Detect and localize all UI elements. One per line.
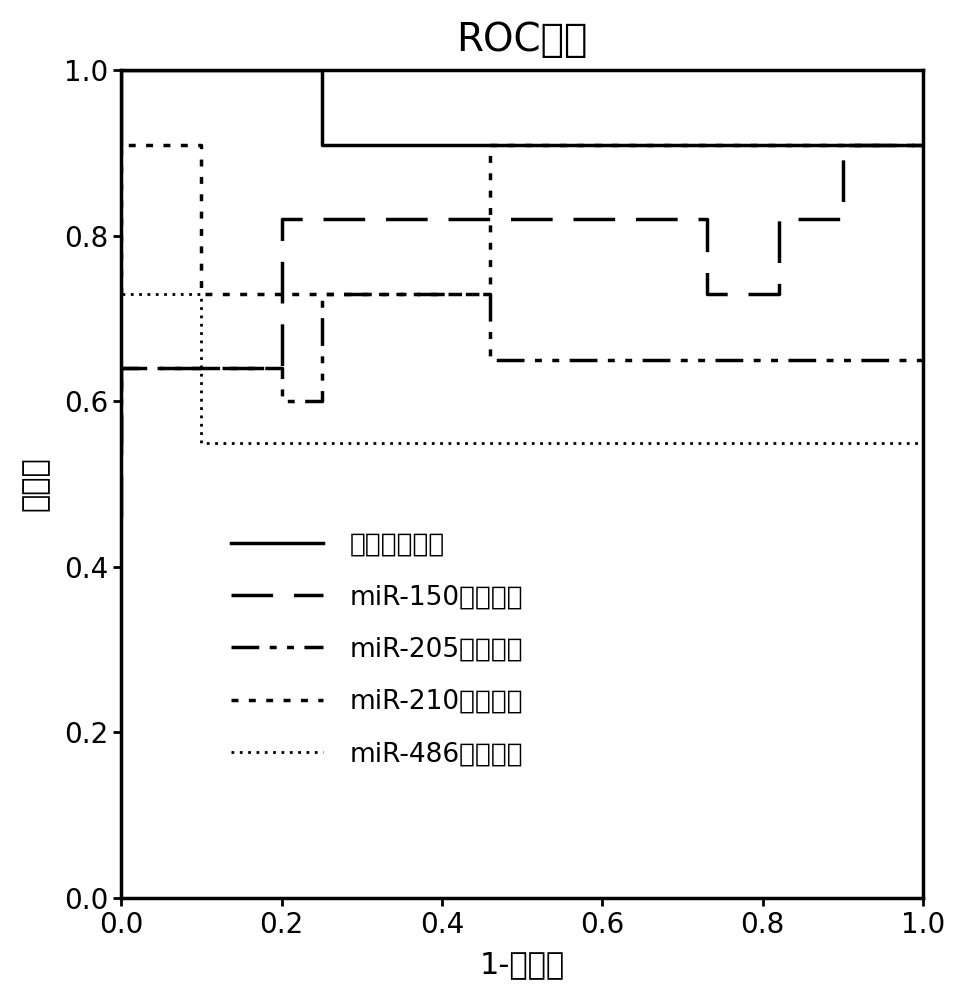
miR-486预测概率 xyxy=(196,288,208,300)
联合预测概率 xyxy=(116,64,128,76)
miR-205预测概率 xyxy=(116,437,128,449)
miR-210预测概率 xyxy=(484,288,496,300)
Line: miR-150预测概率: miR-150预测概率 xyxy=(122,145,923,517)
miR-205预测概率 xyxy=(316,395,327,407)
miR-210预测概率 xyxy=(116,139,128,151)
Legend: 联合预测概率, miR-150预测概率, miR-205预测概率, miR-210预测概率, miR-486预测概率: 联合预测概率, miR-150预测概率, miR-205预测概率, miR-21… xyxy=(231,532,523,767)
miR-205预测概率 xyxy=(276,362,288,374)
miR-150预测概率 xyxy=(276,213,288,225)
miR-205预测概率 xyxy=(484,288,496,300)
miR-210预测概率 xyxy=(116,288,128,300)
miR-486预测概率 xyxy=(196,437,208,449)
miR-150预测概率 xyxy=(700,213,712,225)
miR-150预测概率 xyxy=(116,511,128,523)
miR-150预测概率 xyxy=(773,288,784,300)
联合预测概率 xyxy=(316,139,327,151)
miR-205预测概率 xyxy=(276,395,288,407)
miR-486预测概率 xyxy=(918,437,929,449)
Title: ROC曲线: ROC曲线 xyxy=(457,21,588,59)
miR-150预测概率 xyxy=(276,362,288,374)
miR-150预测概率 xyxy=(838,139,849,151)
联合预测概率 xyxy=(918,139,929,151)
miR-210预测概率 xyxy=(196,139,208,151)
miR-150预测概率 xyxy=(838,213,849,225)
miR-205预测概率 xyxy=(116,362,128,374)
Y-axis label: 敏感性: 敏感性 xyxy=(21,457,50,511)
Line: miR-205预测概率: miR-205预测概率 xyxy=(122,294,923,443)
miR-486预测概率 xyxy=(116,437,128,449)
miR-150预测概率 xyxy=(773,213,784,225)
miR-205预测概率 xyxy=(484,354,496,366)
miR-205预测概率 xyxy=(918,354,929,366)
X-axis label: 1-特异性: 1-特异性 xyxy=(479,950,565,979)
miR-210预测概率 xyxy=(196,288,208,300)
Line: 联合预测概率: 联合预测概率 xyxy=(122,70,923,145)
Line: miR-210预测概率: miR-210预测概率 xyxy=(122,145,923,294)
miR-210预测概率 xyxy=(918,139,929,151)
miR-150预测概率 xyxy=(700,288,712,300)
miR-486预测概率 xyxy=(116,288,128,300)
Line: miR-486预测概率: miR-486预测概率 xyxy=(122,294,923,443)
miR-210预测概率 xyxy=(484,139,496,151)
联合预测概率 xyxy=(316,64,327,76)
miR-205预测概率 xyxy=(316,288,327,300)
miR-150预测概率 xyxy=(918,139,929,151)
miR-150预测概率 xyxy=(116,362,128,374)
联合预测概率 xyxy=(116,139,128,151)
